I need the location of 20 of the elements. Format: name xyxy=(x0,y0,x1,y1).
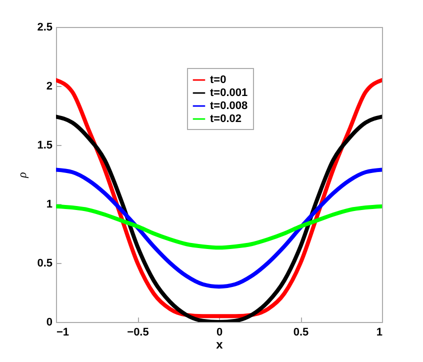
x-tick-label: 0.5 xyxy=(293,326,309,338)
line-series xyxy=(56,168,382,289)
y-tick-label: 2.5 xyxy=(37,22,52,34)
legend-label: t=0 xyxy=(210,74,226,86)
y-tick-label: 2 xyxy=(46,80,52,92)
line-series xyxy=(56,204,382,250)
legend-label: t=0.008 xyxy=(210,100,248,112)
y-tick-label: 1.5 xyxy=(37,140,52,152)
y-tick-label: 1 xyxy=(46,198,52,210)
x-axis-title: x xyxy=(216,338,224,352)
y-tick-label: 0 xyxy=(46,316,52,328)
x-tick-label: −1 xyxy=(56,326,70,338)
y-tick-label: 0.5 xyxy=(37,258,52,270)
y-axis-title: ρ xyxy=(15,172,30,179)
legend-label: t=0.001 xyxy=(210,87,248,99)
legend-label: t=0.02 xyxy=(210,113,242,125)
x-tick-label: 0 xyxy=(216,326,223,338)
x-tick-label: 1 xyxy=(376,326,382,338)
x-tick-label: −0.5 xyxy=(127,326,149,338)
line-series xyxy=(56,114,382,322)
